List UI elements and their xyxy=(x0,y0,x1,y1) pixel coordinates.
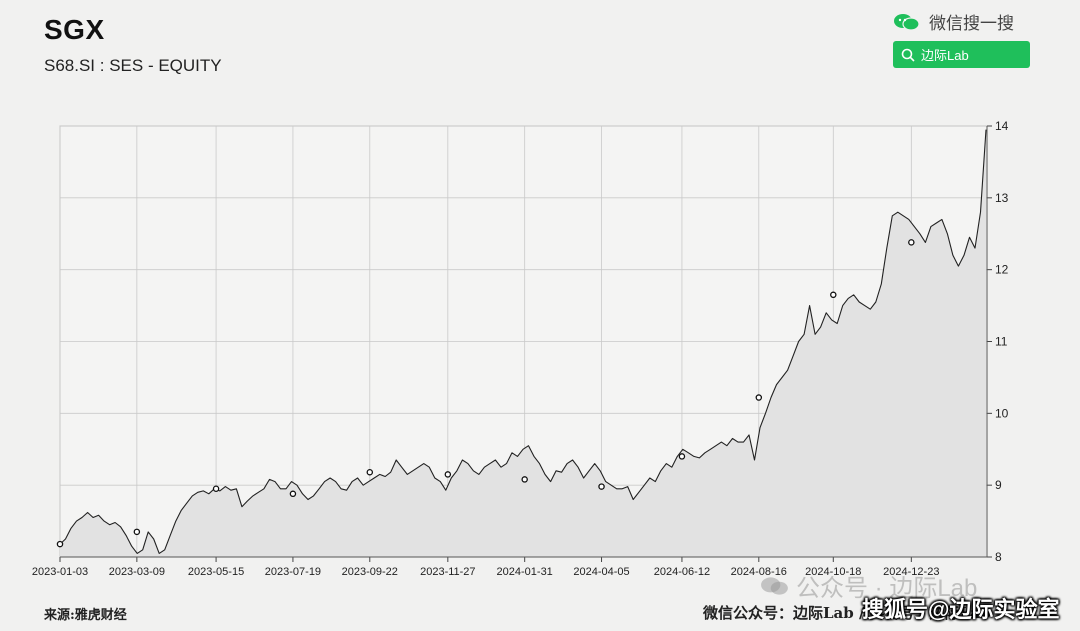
data-marker xyxy=(212,485,220,493)
chart-title: SGX xyxy=(44,14,105,45)
gongzhonghao-text: 公众号 · 边际Lab xyxy=(796,575,978,602)
x-tick-label: 2024-12-23 xyxy=(883,566,939,578)
x-tick-label: 2024-08-16 xyxy=(731,566,787,578)
data-marker xyxy=(444,471,452,478)
data-marker xyxy=(678,453,686,460)
series-area xyxy=(60,129,986,557)
y-tick-label: 8 xyxy=(995,550,1002,564)
y-tick-label: 13 xyxy=(995,191,1009,205)
x-tick-label: 2024-06-12 xyxy=(654,566,710,578)
data-marker xyxy=(830,291,837,299)
data-marker xyxy=(598,483,605,490)
data-marker xyxy=(289,490,297,498)
data-marker xyxy=(908,239,915,246)
x-tick-label: 2024-10-18 xyxy=(805,566,861,578)
chart-subtitle: S68.SI : SES - EQUITY xyxy=(44,56,222,75)
data-marker xyxy=(133,528,141,536)
source-note: 来源:雅虎财经 xyxy=(44,608,127,623)
data-marker xyxy=(521,476,528,483)
x-tick-label: 2023-11-27 xyxy=(420,566,475,578)
sohu-watermark: 搜狐号@边际实验室 xyxy=(862,597,1060,622)
search-button[interactable]: 边际Lab xyxy=(893,41,1030,68)
search-button-label: 边际Lab xyxy=(921,48,969,63)
wechat-watermark-icon xyxy=(761,576,788,595)
data-marker xyxy=(755,394,763,401)
wechat-search-label: 微信搜一搜 xyxy=(893,9,1014,34)
x-tick-label: 2023-01-03 xyxy=(32,566,88,578)
y-tick-label: 12 xyxy=(995,263,1009,277)
y-tick-label: 9 xyxy=(995,478,1002,492)
x-tick-label: 2023-03-09 xyxy=(109,566,165,578)
y-tick-label: 14 xyxy=(995,119,1009,133)
y-tick-label: 10 xyxy=(995,406,1009,420)
wechat-search-text: 微信搜一搜 xyxy=(929,14,1014,33)
x-tick-label: 2024-01-31 xyxy=(497,566,553,578)
wechat-logo-icon xyxy=(894,13,920,31)
data-marker xyxy=(366,468,374,476)
account-note: 微信公众号：边际Lab / 抖音号：边际Lab xyxy=(703,604,991,622)
x-tick-label: 2024-04-05 xyxy=(573,566,629,578)
search-icon xyxy=(901,48,915,62)
x-tick-label: 2023-05-15 xyxy=(188,566,244,578)
x-tick-label: 2023-07-19 xyxy=(265,566,321,578)
gongzhonghao-watermark: 公众号 · 边际Lab xyxy=(760,568,977,603)
x-tick-label: 2023-09-22 xyxy=(342,566,398,578)
y-tick-label: 11 xyxy=(995,335,1008,349)
data-marker xyxy=(56,540,64,548)
